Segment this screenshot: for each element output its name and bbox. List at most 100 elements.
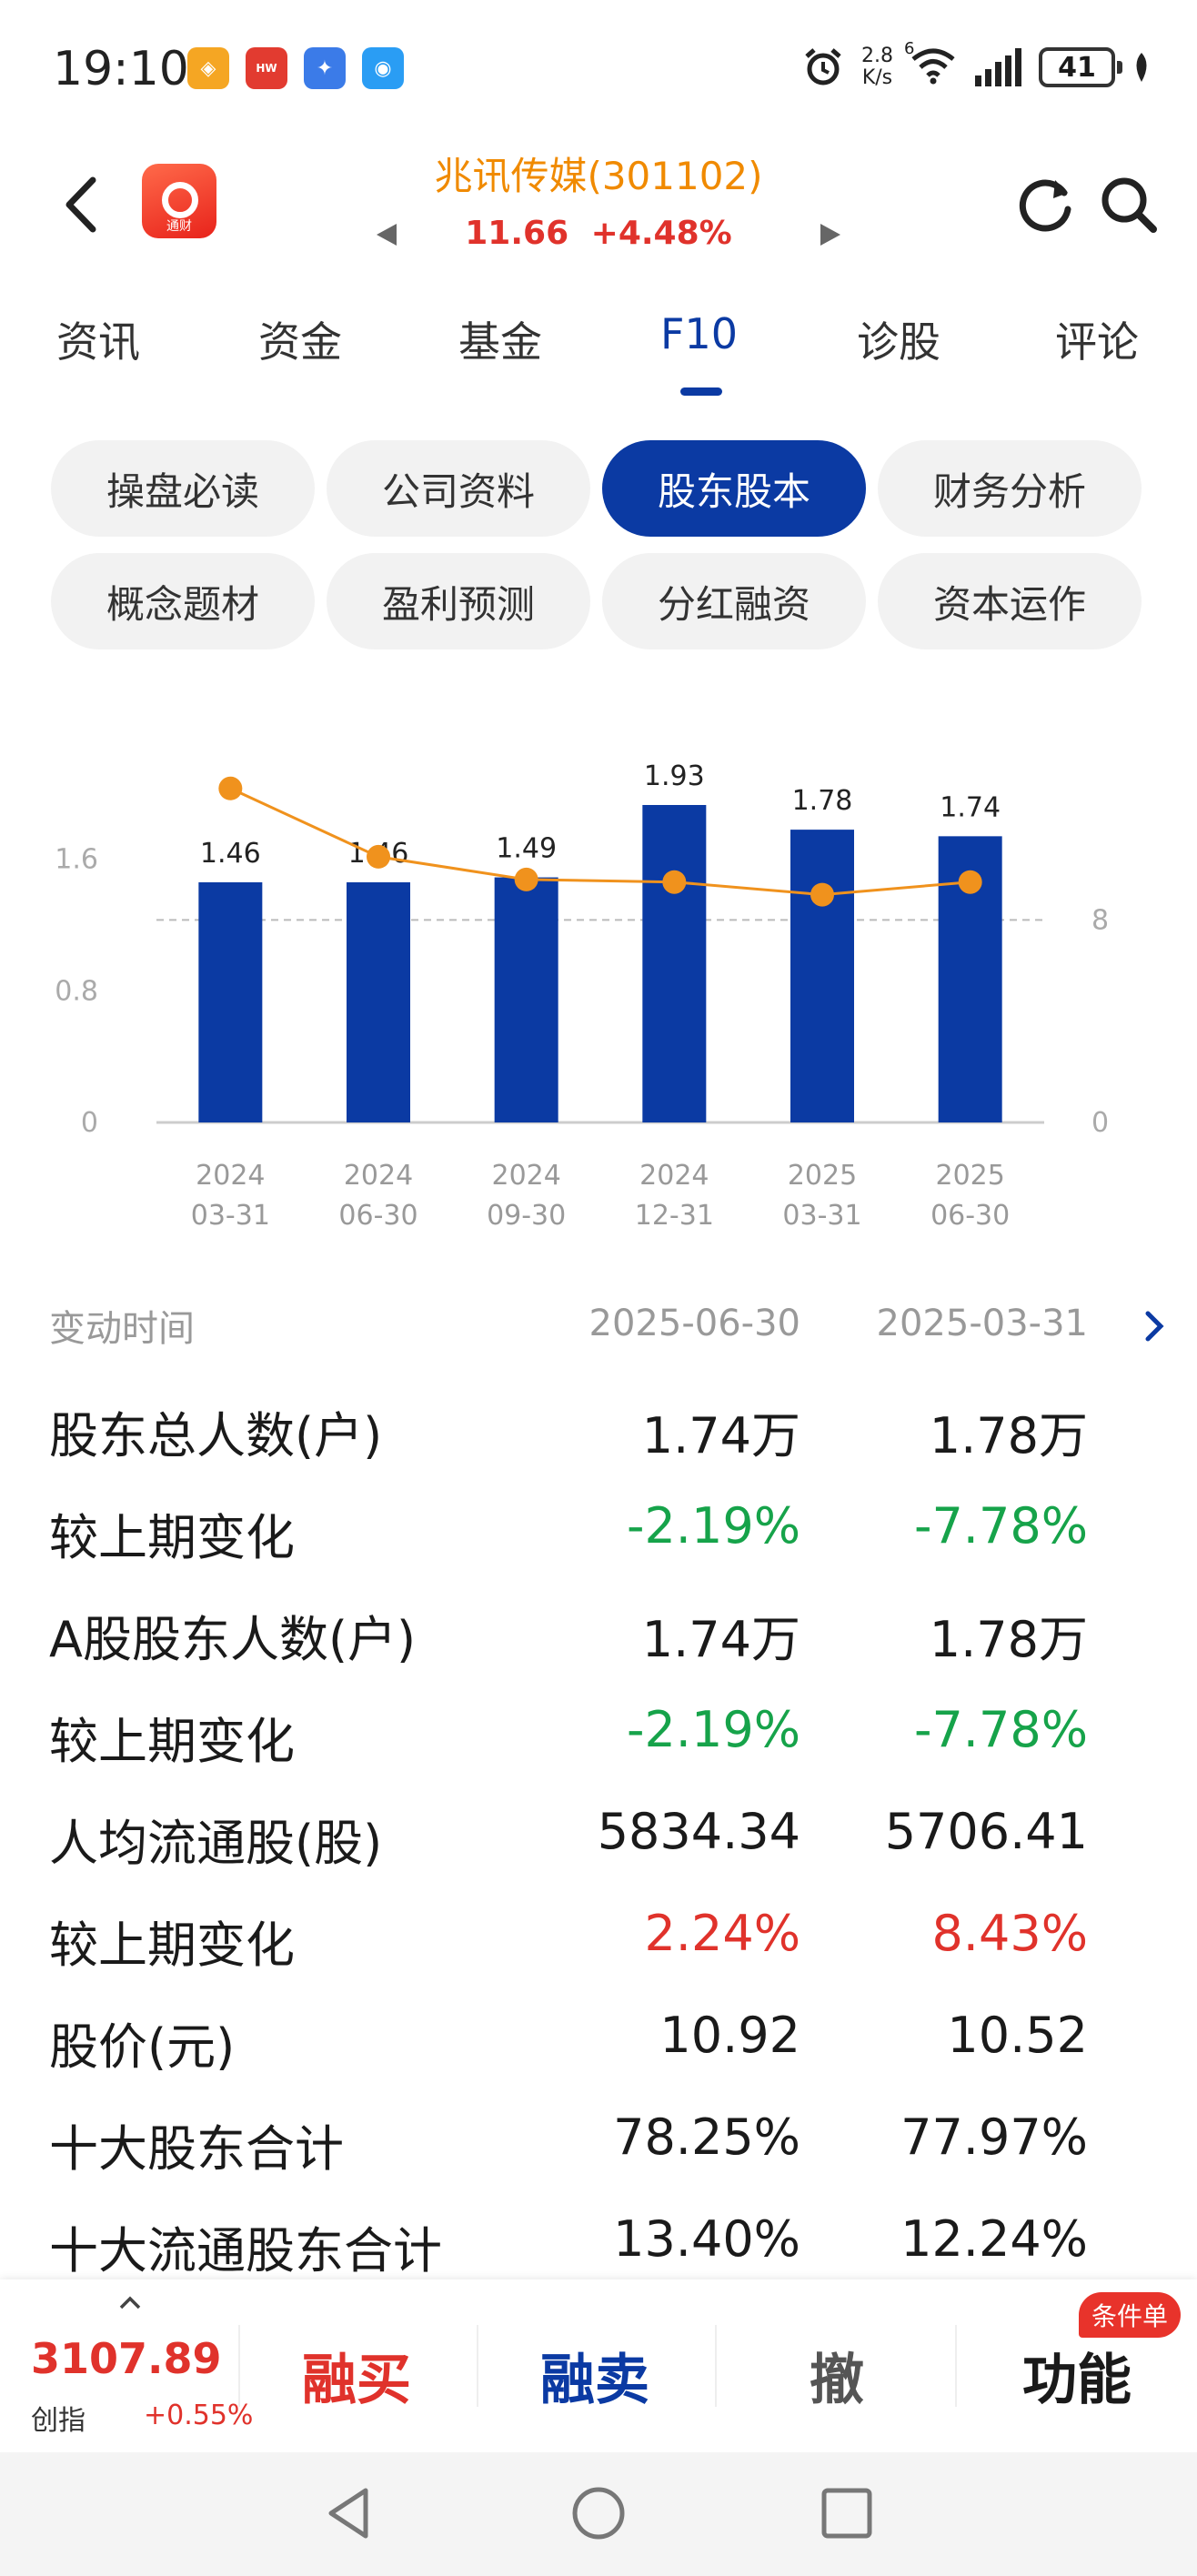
x-axis-date-label: 09-30 [487,1200,566,1232]
row-value-1: -2.19% [626,1701,800,1758]
row-label: A股股东人数(户) [49,1611,417,1668]
system-nav-bar [0,2452,1197,2576]
x-axis-year-label: 2024 [344,1160,413,1192]
next-stock-arrow-icon[interactable] [820,224,840,246]
row-value-2: 8.43% [931,1905,1088,1962]
left-axis-tick-label: 0 [81,1107,98,1139]
nav-recents-icon[interactable] [815,2481,879,2545]
row-label: 股东总人数(户) [49,1407,383,1464]
chart-line-point [367,844,390,869]
chart-line-point [514,867,538,891]
left-axis-tick-label: 0.8 [55,975,98,1007]
conditional-order-badge[interactable]: 条件单 [1079,2292,1182,2338]
cancel-order-button[interactable]: 撤 [810,2349,864,2412]
stock-price: 11.66 [465,215,569,252]
table-column-2: 2025-03-31 [876,1303,1088,1344]
chevron-up-icon[interactable] [118,2296,142,2310]
battery-icon: 41 [1039,47,1122,87]
wifi-icon [911,48,955,85]
table-row: 较上期变化 -2.19% -7.78% [0,1472,1197,1574]
tab-f10[interactable]: F10 [660,309,738,358]
table-row: 股价(元) 10.92 10.52 [0,1981,1197,2083]
wifi-group: 6 [904,39,957,88]
x-axis-date-label: 12-31 [635,1200,714,1232]
subtab-shareholders[interactable]: 股东股本 [602,440,866,537]
table-header-label: 变动时间 [49,1308,195,1350]
margin-sell-button[interactable]: 融卖 [540,2349,649,2412]
tab-funds[interactable]: 资金 [258,317,342,367]
row-value-2: 10.52 [947,2007,1088,2064]
signal-icon [975,48,1021,86]
huawei-icon: HW [246,47,287,89]
row-value-2: 1.78万 [929,1611,1088,1668]
table-row: 较上期变化 -2.19% -7.78% [0,1675,1197,1777]
x-axis-year-label: 2025 [935,1160,1004,1192]
subtab-capital-operations[interactable]: 资本运作 [878,553,1142,649]
table-row: 十大股东合计 78.25% 77.97% [0,2083,1197,2185]
leaf-icon [1136,53,1147,82]
x-axis-date-label: 06-30 [930,1200,1010,1232]
index-name: 创指 [31,2405,86,2437]
functions-button[interactable]: 功能 [1022,2349,1132,2412]
tab-mutual-funds[interactable]: 基金 [458,317,542,367]
row-label: 人均流通股(股) [49,1815,383,1872]
nav-home-icon[interactable] [567,2481,630,2545]
tab-comments[interactable]: 评论 [1055,317,1139,367]
x-axis-date-label: 03-31 [782,1200,861,1232]
bar-data-label: 1.49 [496,833,557,865]
chart-bar [642,804,707,1122]
subtab-trading-essentials[interactable]: 操盘必读 [51,440,315,537]
refresh-icon[interactable] [1013,173,1077,236]
chart-bar [198,881,263,1122]
divider [715,2325,717,2407]
stock-name[interactable]: 兆讯传媒(301102) [434,154,763,198]
subtab-concepts[interactable]: 概念题材 [51,553,315,649]
left-axis-tick-label: 1.6 [55,844,98,876]
row-label: 较上期变化 [49,1917,295,1974]
nav-back-icon[interactable] [318,2481,382,2545]
row-value-2: -7.78% [913,1701,1088,1758]
row-label: 较上期变化 [49,1509,295,1566]
subtab-financial-analysis[interactable]: 财务分析 [878,440,1142,537]
status-time: 19:10 [53,42,189,96]
chart-bar [494,877,558,1122]
margin-buy-button[interactable]: 融买 [302,2349,411,2412]
prev-stock-arrow-icon[interactable] [377,224,397,246]
system-icons: 2.8 K/s 6 41 [801,39,1152,89]
table-row: A股股东人数(户) 1.74万 1.78万 [0,1574,1197,1675]
shareholder-chart: 00.81.6081.461.461.491.931.781.74202403-… [0,673,1197,1255]
trade-bar: 3107.89 创指 +0.55% 融买 融卖 撤 功能 条件单 [0,2279,1197,2452]
tab-diagnosis[interactable]: 诊股 [857,317,940,367]
stock-price-row: 11.66 +4.48% [0,215,1197,252]
network-speed: 2.8 K/s [861,45,893,89]
row-value-1: 1.74万 [641,1611,800,1668]
chevron-right-icon[interactable] [1141,1308,1168,1344]
subtab-profit-forecast[interactable]: 盈利预测 [327,553,590,649]
notification-icons: ◈ HW ✦ ◉ [187,47,404,89]
row-value-1: 5834.34 [597,1803,800,1860]
bar-data-label: 1.93 [644,760,705,792]
row-value-2: 5706.41 [884,1803,1088,1860]
app-logo[interactable]: 通财 [142,164,216,238]
table-column-1: 2025-06-30 [588,1303,800,1344]
subtab-company-info[interactable]: 公司资料 [327,440,590,537]
row-value-2: 1.78万 [929,1407,1088,1464]
chart-bar [790,830,854,1122]
row-label: 股价(元) [49,2018,236,2076]
divider [238,2325,240,2407]
right-axis-tick-label: 8 [1091,904,1109,936]
bar-data-label: 1.74 [940,791,1001,823]
back-icon[interactable] [56,173,111,236]
table-row: 十大流通股东合计 13.40% 12.24% [0,2185,1197,2287]
tab-news[interactable]: 资讯 [56,317,140,367]
network-badge: 6 [904,39,915,58]
row-value-1: 2.24% [644,1905,800,1962]
app-notification-icon: ◈ [187,47,229,89]
chart-line-point [662,870,687,894]
right-axis-tick-label: 0 [1091,1107,1109,1139]
x-axis-date-label: 06-30 [338,1200,417,1232]
subtab-dividends-financing[interactable]: 分红融资 [602,553,866,649]
index-value[interactable]: 3107.89 [31,2334,222,2383]
search-icon[interactable] [1097,173,1161,236]
active-tab-indicator [680,387,722,396]
